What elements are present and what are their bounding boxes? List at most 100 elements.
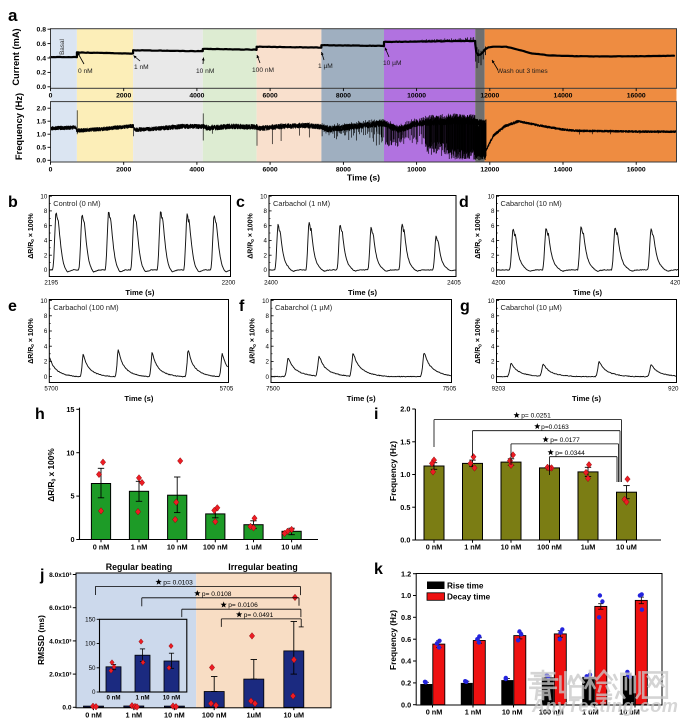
svg-text:10 nM: 10 nM [167, 543, 188, 552]
svg-text:8000: 8000 [336, 93, 351, 100]
svg-text:ΔR/R0 × 100%: ΔR/R0 × 100% [475, 317, 482, 363]
svg-text:ΔR/R0 x 100%: ΔR/R0 x 100% [46, 448, 58, 502]
svg-text:0 nM: 0 nM [106, 695, 120, 702]
svg-text:6: 6 [491, 328, 495, 335]
svg-text:0 nM: 0 nM [426, 708, 443, 717]
svg-text:4000: 4000 [189, 93, 204, 100]
svg-text:k: k [374, 561, 383, 578]
svg-text:1 uM: 1 uM [245, 543, 262, 552]
svg-text:Time (s): Time (s) [347, 394, 376, 403]
svg-text:p= 0.0106: p= 0.0106 [228, 602, 258, 609]
svg-text:p= 0.0344: p= 0.0344 [555, 450, 585, 457]
svg-text:2.0: 2.0 [37, 106, 47, 113]
svg-text:Irregular beating: Irregular beating [228, 562, 297, 572]
svg-text:16000: 16000 [627, 93, 646, 100]
svg-text:2000: 2000 [116, 166, 131, 173]
svg-text:2: 2 [266, 359, 270, 366]
svg-text:0: 0 [70, 535, 74, 544]
svg-text:Rise time: Rise time [447, 581, 484, 590]
svg-text:12000: 12000 [480, 93, 499, 100]
svg-text:p= 0.0177: p= 0.0177 [550, 437, 580, 444]
svg-text:0.4: 0.4 [37, 55, 47, 62]
svg-text:10 nM: 10 nM [196, 68, 214, 75]
svg-text:10 uM: 10 uM [281, 543, 302, 552]
svg-text:2: 2 [264, 252, 268, 259]
svg-text:6: 6 [44, 223, 48, 230]
svg-text:c: c [236, 194, 245, 211]
svg-text:g: g [460, 298, 470, 315]
svg-text:Current (mA): Current (mA) [11, 28, 21, 85]
svg-text:100 nM: 100 nM [537, 543, 562, 552]
svg-text:p= 0.0491: p= 0.0491 [244, 612, 274, 619]
svg-text:6000: 6000 [263, 93, 278, 100]
svg-text:100 nM: 100 nM [202, 711, 227, 720]
svg-text:4: 4 [264, 238, 268, 245]
svg-text:1uM: 1uM [246, 711, 261, 720]
svg-text:9203: 9203 [492, 386, 506, 393]
svg-text:420: 420 [670, 280, 680, 287]
svg-text:ΔR/R0 × 100%: ΔR/R0 × 100% [475, 212, 482, 258]
svg-text:f: f [239, 298, 245, 315]
svg-text:0.8: 0.8 [401, 613, 411, 622]
svg-text:0: 0 [264, 267, 268, 274]
svg-text:10 nM: 10 nM [501, 543, 522, 552]
svg-text:4.0x10³: 4.0x10³ [49, 638, 72, 645]
svg-text:0.5: 0.5 [400, 503, 410, 512]
svg-text:6000: 6000 [263, 166, 278, 173]
svg-text:100 nM: 100 nM [203, 543, 228, 552]
svg-text:1 nM: 1 nM [134, 64, 149, 71]
svg-text:Time (s): Time (s) [572, 394, 601, 403]
svg-text:Frequency (Hz): Frequency (Hz) [14, 93, 24, 160]
svg-text:i: i [374, 406, 378, 423]
svg-text:10 nM: 10 nM [163, 695, 181, 702]
svg-text:j: j [39, 567, 44, 584]
svg-text:Carbachol (100 nM): Carbachol (100 nM) [53, 303, 118, 312]
svg-text:2.0x10³: 2.0x10³ [49, 672, 72, 679]
svg-text:0: 0 [92, 689, 96, 696]
svg-text:0: 0 [491, 267, 495, 274]
svg-text:0.0: 0.0 [37, 84, 47, 91]
svg-text:AnyTesting.com: AnyTesting.com [531, 696, 678, 716]
svg-text:100: 100 [85, 641, 96, 648]
svg-text:4000: 4000 [189, 166, 204, 173]
svg-text:Cabarchol (10 µM): Cabarchol (10 µM) [501, 303, 562, 312]
svg-text:Cabarchol (1 µM): Cabarchol (1 µM) [275, 303, 332, 312]
svg-text:150: 150 [85, 617, 96, 624]
svg-text:10: 10 [40, 298, 47, 305]
svg-text:0: 0 [44, 267, 48, 274]
svg-text:10: 10 [488, 298, 495, 305]
svg-text:10: 10 [40, 193, 47, 200]
svg-text:1 µM: 1 µM [318, 63, 333, 70]
svg-text:6: 6 [491, 223, 495, 230]
svg-text:6.0x10³: 6.0x10³ [49, 605, 72, 612]
svg-text:Carbachol (1 nM): Carbachol (1 nM) [273, 199, 330, 208]
svg-text:2: 2 [44, 252, 48, 259]
svg-text:10 uM: 10 uM [283, 711, 304, 720]
svg-text:0: 0 [266, 374, 270, 381]
svg-text:0 nM: 0 nM [93, 543, 110, 552]
svg-text:10: 10 [488, 193, 495, 200]
svg-text:1.5: 1.5 [400, 437, 410, 446]
svg-text:Frequency (Hz): Frequency (Hz) [388, 441, 398, 501]
svg-text:d: d [459, 194, 469, 211]
svg-text:10 µM: 10 µM [383, 60, 401, 67]
svg-text:h: h [35, 406, 45, 423]
svg-text:e: e [8, 298, 17, 315]
svg-text:10000: 10000 [407, 166, 426, 173]
svg-text:Regular beating: Regular beating [106, 562, 172, 572]
svg-text:0.0: 0.0 [400, 536, 410, 545]
svg-text:0: 0 [44, 374, 48, 381]
svg-text:6: 6 [266, 328, 270, 335]
svg-text:1 nM: 1 nM [464, 543, 481, 552]
svg-text:14000: 14000 [554, 93, 573, 100]
svg-text:10 uM: 10 uM [616, 543, 637, 552]
svg-text:1 uM: 1 uM [582, 708, 599, 717]
svg-text:Time (s): Time (s) [125, 288, 154, 297]
svg-text:2: 2 [491, 359, 495, 366]
svg-text:1.2: 1.2 [401, 569, 411, 578]
svg-text:Frequency (Hz): Frequency (Hz) [388, 610, 398, 670]
svg-text:4: 4 [44, 238, 48, 245]
svg-text:8000: 8000 [336, 166, 351, 173]
svg-text:1.0: 1.0 [400, 470, 410, 479]
svg-text:8: 8 [264, 208, 268, 215]
